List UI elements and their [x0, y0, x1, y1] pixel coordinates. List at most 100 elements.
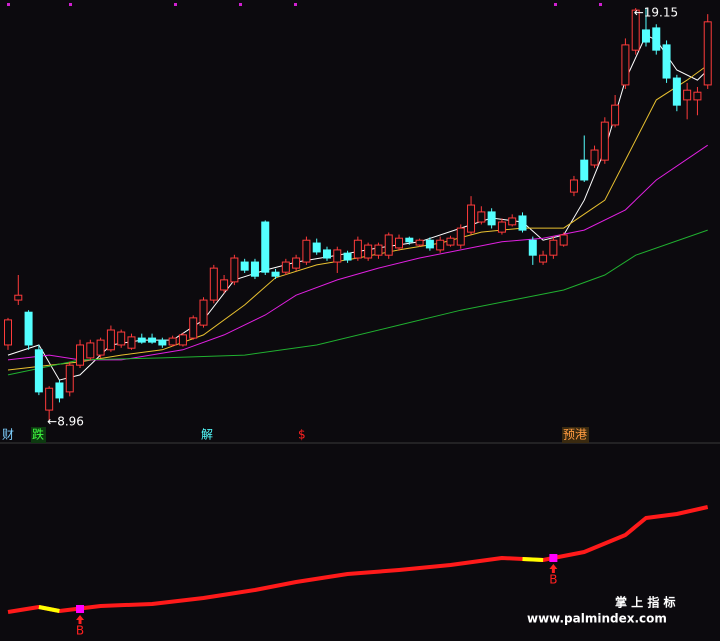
candle-body [580, 159, 589, 181]
candle-body [333, 249, 342, 263]
dot [174, 3, 177, 6]
candle-body [148, 337, 157, 343]
watermark-title: 掌 上 指 标 [615, 595, 676, 610]
candle-body [549, 239, 558, 256]
candle-body [178, 334, 187, 346]
candle-body [497, 221, 506, 233]
candle-body [539, 254, 548, 263]
indicator-highlight [522, 557, 544, 562]
candle-body [240, 261, 249, 271]
candle-body [693, 91, 702, 101]
signal-point-label: B [549, 573, 557, 587]
candle-body [96, 339, 105, 356]
candle-body [487, 211, 496, 226]
candle-body [127, 336, 136, 349]
signal-label: $ [298, 428, 306, 442]
candle-body [302, 239, 311, 263]
candle-body [230, 257, 239, 283]
candle-body [559, 234, 568, 246]
top-dots [7, 3, 602, 6]
candle-body [641, 29, 650, 43]
candle-body [55, 382, 64, 399]
candle-body [611, 104, 620, 126]
candle-body [425, 239, 434, 249]
candle-body [672, 77, 681, 106]
candle-body [168, 337, 177, 346]
candle-body [343, 252, 352, 261]
dot [69, 3, 72, 6]
candle-body [117, 331, 126, 346]
candle-body [600, 121, 609, 161]
candle-body [364, 244, 373, 259]
candle-body [86, 342, 95, 359]
candle-body [24, 311, 33, 346]
candle-body [456, 227, 465, 246]
candle-body [518, 215, 527, 231]
candle-body [528, 239, 537, 256]
candle-body [261, 221, 270, 273]
dot [7, 3, 10, 6]
candle-body [374, 244, 383, 256]
candle-body [436, 239, 445, 251]
candle-body [45, 387, 54, 411]
candle-body [477, 211, 486, 223]
candle-body [415, 239, 424, 246]
dot [554, 3, 557, 6]
candle-body [199, 299, 208, 326]
candle-body [395, 237, 404, 249]
candle-body [250, 261, 259, 277]
candle-body [14, 294, 23, 301]
signal-point-label: B [76, 624, 84, 638]
price-marker: ←19.15 [634, 6, 678, 20]
candle-body [292, 257, 301, 269]
candle-body [106, 329, 115, 351]
candle-body [312, 242, 321, 253]
signal-label: 解 [201, 428, 213, 442]
watermark-url: www.palmindex.com [527, 612, 667, 626]
signal-arrow [76, 615, 85, 624]
candle-body [209, 267, 218, 301]
candle-body [4, 319, 12, 346]
signal-box [31, 427, 46, 443]
candle-body [508, 217, 517, 226]
signal-box [562, 427, 589, 443]
signal-point [549, 554, 558, 562]
signal-label: 财 [2, 428, 14, 442]
candle-body [189, 317, 198, 339]
candle-body [353, 239, 362, 259]
candle-body [137, 337, 146, 343]
moving-average [7, 34, 709, 381]
candle-body [65, 364, 74, 393]
candle-body [76, 344, 85, 366]
candle-body [683, 89, 692, 101]
candle-body [569, 179, 578, 193]
candle-body [652, 27, 661, 51]
candle-body [590, 149, 599, 166]
candle-body [662, 44, 671, 79]
indicator-line [7, 505, 709, 614]
candle-body [405, 237, 414, 243]
candle-body [271, 271, 280, 277]
moving-average [7, 229, 708, 376]
candle-body [631, 9, 640, 51]
candle-body [220, 279, 229, 291]
candle-body [703, 21, 712, 86]
candle-body [281, 261, 290, 273]
candle-body [384, 234, 393, 256]
price-marker: ←8.96 [47, 415, 84, 429]
signal-label: 跌 [32, 427, 44, 442]
candle-body [621, 44, 630, 86]
candle-body [34, 349, 43, 393]
signal-label: 预港 [563, 428, 587, 442]
candle-body [446, 237, 455, 246]
moving-average [7, 64, 708, 371]
candle-body [322, 249, 331, 259]
dot [239, 3, 242, 6]
dot [599, 3, 602, 6]
candle-body [467, 204, 476, 233]
indicator-highlight [38, 605, 60, 613]
signal-arrow [549, 564, 558, 573]
signal-point [76, 605, 85, 613]
